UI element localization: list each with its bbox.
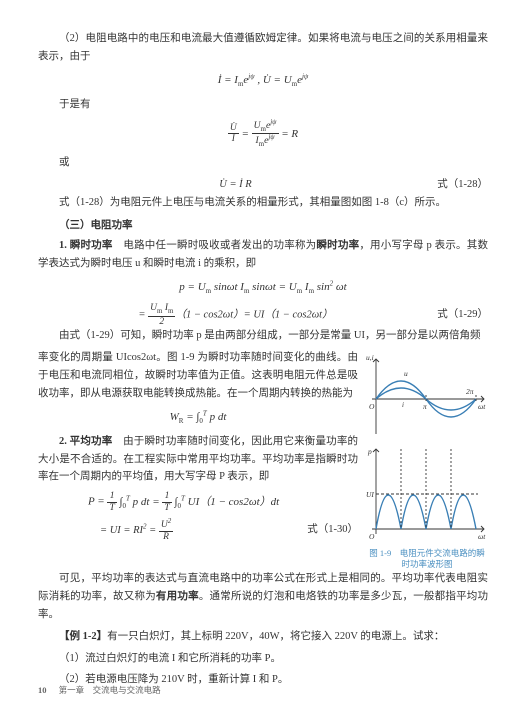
paragraph: 率变化的周期量 UIcos2ωt。图 1-9 为瞬时功率随时间变化的曲线。由于电… — [38, 349, 358, 403]
equation: p = Um sinωt Im sinωt = Um Im sin2 ωt — [38, 278, 488, 298]
equation: İ = Imejψ , U̇ = Umejψ — [38, 71, 488, 91]
svg-text:2π: 2π — [466, 387, 474, 396]
paragraph: 2. 平均功率 由于瞬时功率随时间变化，因此用它来衡量功率的大小是不合适的。在工… — [38, 433, 358, 487]
figure: u,i u i O π 2π ωt p O UI ωt — [366, 349, 488, 570]
numbered-equation: = Um Im2（1 − cos2ωt）= UI（1 − cos2ωt） 式（1… — [38, 303, 488, 327]
numbered-equation: = UI = RI2 = U2R 式（1-30） — [38, 518, 358, 542]
equation: P = 1T ∫0T p dt = 1T ∫0T UI（1 − cos2ωt）d… — [38, 491, 358, 513]
paragraph: 1. 瞬时功率 电路中任一瞬时吸收或者发出的功率称为瞬时功率，用小写字母 p 表… — [38, 237, 488, 273]
svg-text:O: O — [369, 402, 375, 411]
section-heading: （三）电阻功率 — [38, 217, 488, 235]
equation: U̇İ = UmejψImejψ = R — [38, 119, 488, 149]
numbered-equation: U̇ = İ R 式（1-28） — [38, 176, 488, 194]
example-question: （1）流过白炽灯的电流 I 和它所消耗的功率 P。 — [38, 650, 488, 668]
example-heading: 【例 1-2】有一只白炽灯，其上标明 220V，40W，将它接入 220V 的电… — [38, 628, 488, 646]
paragraph: 由式（1-29）可知，瞬时功率 p 是由两部分组成，一部分是常量 UI，另一部分… — [38, 327, 488, 345]
figure-caption: 图 1-9 电阻元件交流电路的瞬时功率波形图 — [366, 548, 488, 570]
svg-text:ωt: ωt — [478, 532, 486, 541]
svg-text:u,i: u,i — [366, 353, 374, 362]
paragraph: （2）电阻电路中的电压和电流最大值遵循欧姆定律。如果将电流与电压之间的关系用相量… — [38, 30, 488, 66]
svg-text:O: O — [369, 532, 375, 541]
svg-text:i: i — [402, 401, 404, 409]
text-figure-wrap: 率变化的周期量 UIcos2ωt。图 1-9 为瞬时功率随时间变化的曲线。由于电… — [38, 349, 488, 570]
page-number: 10 — [38, 685, 47, 695]
svg-text:p: p — [367, 447, 372, 456]
svg-text:u: u — [404, 369, 408, 378]
paragraph: 式（1-28）为电阻元件上电压与电流关系的相量形式，其相量图如图 1-8（c）所… — [38, 194, 488, 212]
waveform-svg: u,i u i O π 2π ωt p O UI ωt — [366, 349, 488, 544]
equation: WR = ∫0T p dt — [38, 408, 358, 428]
paragraph: 或 — [38, 154, 488, 172]
svg-text:UI: UI — [366, 490, 374, 499]
svg-text:ωt: ωt — [478, 402, 486, 411]
chapter-label: 第一章 交流电与交流电路 — [59, 685, 161, 695]
paragraph: 可见，平均功率的表达式与直流电路中的功率公式在形式上是相同的。平均功率代表电阻实… — [38, 570, 488, 624]
svg-text:π: π — [423, 402, 427, 411]
page-footer: 10 第一章 交流电与交流电路 — [38, 683, 161, 697]
paragraph: 于是有 — [38, 96, 488, 114]
